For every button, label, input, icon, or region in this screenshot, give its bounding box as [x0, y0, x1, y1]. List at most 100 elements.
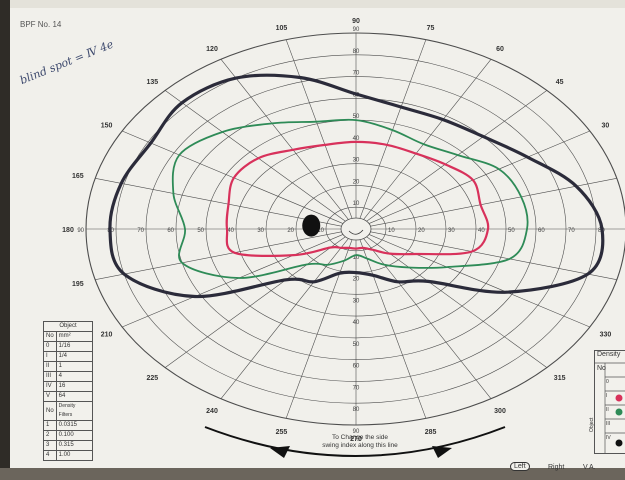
swing-instruction-line: swing index along this line: [322, 442, 398, 449]
density-row-label: I: [606, 393, 608, 399]
meridian-label: 225: [147, 375, 159, 382]
density-row-value: 0.315: [55, 440, 94, 451]
meridian-label: 165: [72, 173, 84, 180]
ring-label: 90: [77, 228, 84, 234]
ring-label: 60: [167, 228, 174, 234]
meridian-label: 300: [494, 408, 506, 415]
meridian-195: [95, 231, 342, 281]
object-row-no: III: [43, 371, 57, 382]
ring-label: 70: [137, 228, 144, 234]
swing-arrow-left: [270, 446, 290, 458]
object-row-size: 1: [55, 361, 94, 372]
density-row-value: 0.100: [55, 430, 94, 441]
density-row-no: 3: [43, 440, 57, 451]
scan-edge-bottom: [0, 468, 625, 480]
meridian-label: 240: [206, 408, 218, 415]
meridian-label: 150: [101, 122, 113, 129]
object-col-no: No: [43, 331, 57, 342]
ring-label: 20: [287, 228, 294, 234]
meridian-345: [370, 231, 617, 281]
ring-label: 80: [353, 407, 360, 413]
meridian-75: [359, 39, 427, 219]
meridian-210: [122, 234, 344, 328]
meridian-label: 195: [72, 281, 84, 288]
ring-label: 50: [353, 342, 360, 348]
ring-label: 70: [568, 228, 575, 234]
scan-edge-left: [0, 0, 10, 480]
meridian-330: [368, 234, 590, 328]
meridian-label: 285: [425, 429, 437, 436]
ring-label: 60: [353, 364, 360, 370]
ring-label: 10: [317, 228, 324, 234]
ring-label: 50: [353, 114, 360, 120]
meridian-45: [366, 90, 548, 222]
object-row-size: 4: [55, 371, 94, 382]
density-row-label: III: [606, 421, 611, 427]
meridian-label: 270: [350, 436, 362, 443]
paper-background: [8, 8, 625, 468]
density-panel-grid: [595, 362, 625, 453]
meridian-label: 255: [276, 429, 288, 436]
meridian-label: 60: [496, 46, 504, 53]
object-table: Object No mm² 0 1/16 I 1/4 II 1 III 4 IV 16 V…: [43, 321, 94, 461]
ring-label: 20: [353, 277, 360, 283]
density-row-no: 2: [43, 430, 57, 441]
ring-label: 40: [353, 136, 360, 142]
visual-acuity-label: V.A.: [583, 464, 596, 471]
object-row-no: IV: [43, 381, 57, 392]
density-panel: [594, 350, 625, 454]
isopter-green: [171, 118, 529, 279]
meridian-labels: 0153045607590105120135150165180195210225…: [62, 18, 612, 443]
central-circle: [340, 217, 372, 241]
swing-instruction-line: To Change the side: [331, 434, 388, 441]
density-row-label: II: [606, 407, 609, 413]
meridian-label: 45: [556, 79, 564, 86]
object-row-size: 1/4: [55, 351, 94, 362]
meridian-label: 105: [276, 25, 288, 32]
ring-label: 10: [388, 228, 395, 234]
meridian-60: [363, 59, 492, 220]
meridian-150: [122, 130, 344, 224]
isopter-red: [225, 140, 490, 257]
meridian-255: [285, 239, 353, 419]
meridian-label: 330: [600, 332, 612, 339]
density-panel-header: No: [597, 365, 606, 372]
ring-label: 30: [353, 158, 360, 164]
ring-label: 40: [478, 228, 485, 234]
density-row-label: IV: [606, 435, 611, 441]
swing-index: [204, 426, 506, 458]
fixation-mark: [348, 229, 364, 235]
meridian-label: 180: [62, 227, 74, 234]
ring-label: 30: [257, 228, 264, 234]
meridian-315: [366, 236, 548, 368]
ring-label: 90: [353, 27, 360, 33]
ring-label: 70: [353, 71, 360, 77]
ring-label: 90: [353, 429, 360, 435]
density-col-no: No: [43, 401, 57, 421]
ring-label: 50: [508, 228, 515, 234]
meridian-label: 75: [427, 25, 435, 32]
meridian-165: [95, 177, 342, 227]
object-row-no: II: [43, 361, 57, 372]
ring-label: 40: [353, 320, 360, 326]
object-row-no: V: [43, 391, 57, 402]
meridian-225: [164, 236, 346, 368]
density-row-value: 0.0315: [55, 420, 94, 431]
meridian-label: 315: [554, 375, 566, 382]
meridian-30: [368, 130, 590, 224]
blind-spot: [302, 214, 321, 237]
density-row-no: 1: [43, 420, 57, 431]
object-row-size: 64: [55, 391, 94, 402]
object-row-size: 1/16: [55, 341, 94, 352]
meridian-285: [359, 239, 427, 419]
ring-label: 50: [197, 228, 204, 234]
green-marker-swatch: [615, 408, 623, 416]
meridian-label: 120: [206, 46, 218, 53]
isopter-outer: [108, 73, 605, 299]
isopters: [108, 73, 605, 299]
meridian-label: 90: [352, 18, 360, 25]
density-panel-title: Density: [597, 351, 621, 358]
ring-label: 10: [353, 201, 360, 207]
meridian-135: [164, 90, 346, 222]
ring-label: 80: [353, 49, 360, 55]
